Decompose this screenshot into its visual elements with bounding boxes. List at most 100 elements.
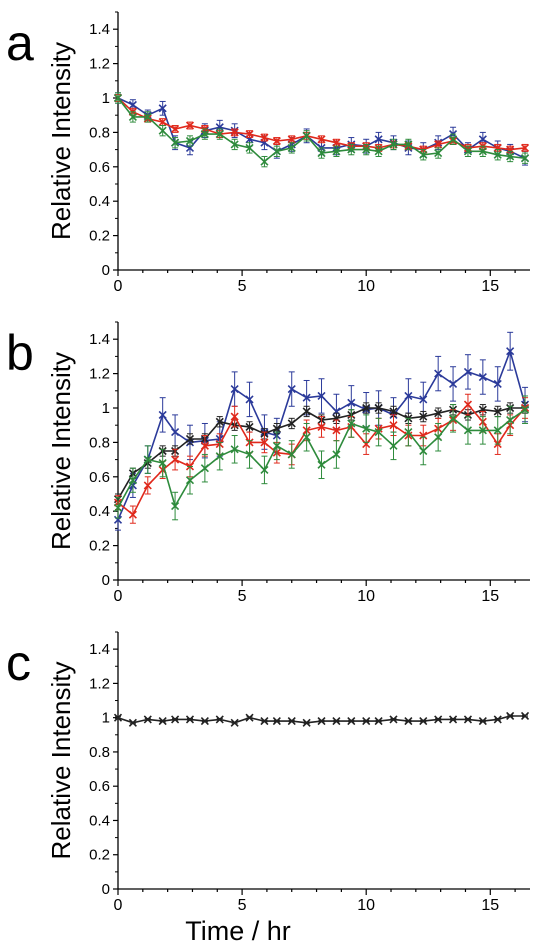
data-point — [215, 715, 224, 724]
data-point — [434, 409, 443, 418]
data-point — [143, 481, 152, 490]
data-point — [260, 717, 269, 726]
x-tick-label: 5 — [238, 897, 247, 914]
data-point — [230, 140, 239, 149]
x-tick-label: 0 — [114, 278, 123, 295]
data-point — [448, 715, 458, 724]
data-point — [389, 441, 398, 450]
data-point — [332, 717, 341, 726]
data-point — [215, 123, 224, 132]
data-point — [419, 150, 428, 159]
data-point — [389, 421, 398, 430]
series-green — [113, 395, 530, 521]
data-point — [448, 135, 458, 144]
data-point — [389, 715, 398, 724]
data-point — [506, 711, 515, 721]
data-point — [520, 405, 530, 414]
y-tick-label: 1.4 — [89, 21, 110, 38]
panel-b: 0 0.2 0.4 0.6 0.8 1 1.2 1.4 0 5 10 15 Relative Inten… — [6, 321, 530, 605]
data-point — [302, 393, 311, 402]
data-point — [347, 145, 356, 154]
data-point — [260, 133, 269, 142]
data-point — [493, 379, 502, 388]
y-tick-label: 1 — [102, 710, 110, 727]
data-point — [332, 426, 341, 435]
data-point — [463, 400, 473, 409]
data-point — [506, 145, 515, 154]
data-point — [272, 424, 281, 433]
data-point — [158, 126, 167, 135]
data-point — [478, 405, 487, 414]
data-point — [128, 100, 137, 109]
data-point — [158, 458, 167, 468]
data-point — [158, 118, 167, 127]
panel-label: b — [6, 325, 34, 381]
data-point — [171, 124, 180, 134]
data-point — [128, 718, 137, 727]
y-tick-label: 0.2 — [89, 538, 110, 555]
x-tick-label: 10 — [357, 588, 375, 605]
data-point — [158, 104, 167, 113]
data-point — [419, 431, 428, 440]
data-point — [404, 717, 413, 726]
data-point — [317, 460, 326, 469]
data-point — [448, 379, 458, 388]
y-tick-label: 1.4 — [89, 331, 110, 348]
x-axis-title: Time / hr — [185, 916, 291, 946]
data-point — [434, 148, 443, 158]
data-point — [260, 465, 269, 474]
data-point — [215, 130, 224, 139]
data-point — [332, 450, 341, 459]
data-point — [374, 403, 383, 413]
data-point — [302, 407, 311, 416]
data-point — [434, 369, 443, 378]
y-tick-label: 1.2 — [89, 366, 110, 383]
data-point — [374, 135, 383, 144]
x-tick-label: 10 — [357, 897, 375, 914]
x-tick-label: 0 — [114, 588, 123, 605]
data-point — [374, 428, 383, 437]
data-point — [230, 718, 239, 727]
data-point — [478, 717, 487, 726]
data-point — [171, 428, 180, 437]
data-point — [389, 407, 398, 416]
data-point — [448, 414, 458, 423]
x-tick-label: 15 — [481, 588, 499, 605]
data-point — [493, 426, 502, 435]
y-tick-label: 1 — [102, 90, 110, 107]
data-point — [347, 717, 356, 726]
panel-a: 0 0.2 0.4 0.6 0.8 1 1.2 1.4 0 5 10 15 Relative Inten… — [6, 11, 530, 295]
data-point — [419, 446, 428, 456]
data-point — [463, 426, 473, 435]
data-point — [185, 136, 195, 146]
data-point — [317, 148, 326, 158]
data-point — [493, 143, 502, 152]
y-tick-label: 1.2 — [89, 56, 110, 73]
data-point — [230, 445, 239, 454]
data-point — [128, 112, 137, 121]
data-point — [245, 130, 254, 139]
data-point — [185, 143, 195, 152]
data-point — [434, 715, 443, 724]
data-point — [374, 147, 383, 156]
data-point — [332, 147, 341, 156]
y-tick-label: 1.2 — [89, 675, 110, 692]
y-tick-label: 0 — [102, 572, 110, 589]
data-point — [171, 715, 180, 724]
data-point — [374, 717, 383, 726]
data-point — [215, 417, 224, 426]
y-tick-label: 0.6 — [89, 159, 110, 176]
y-tick-label: 0.2 — [89, 228, 110, 245]
data-point — [362, 717, 371, 726]
y-tick-label: 0.4 — [89, 503, 110, 520]
data-point — [317, 391, 326, 401]
data-point — [245, 422, 254, 431]
data-point — [302, 433, 311, 442]
x-tick-label: 15 — [481, 897, 499, 914]
y-tick-label: 0 — [102, 881, 110, 898]
data-point — [317, 135, 326, 144]
data-point — [143, 112, 152, 121]
data-point — [302, 131, 311, 140]
data-point — [332, 138, 341, 147]
series-red — [113, 393, 530, 524]
